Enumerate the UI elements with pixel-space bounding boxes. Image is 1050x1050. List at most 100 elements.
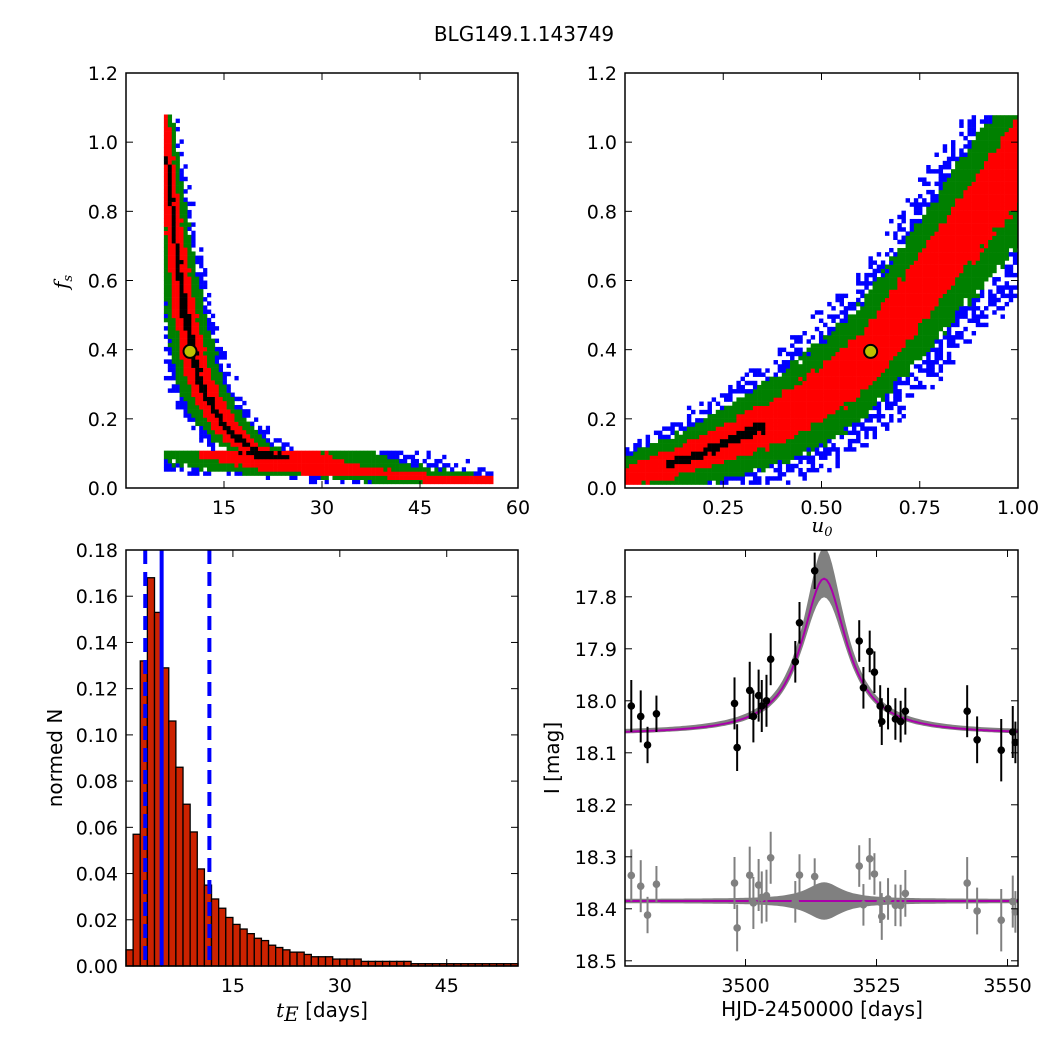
heatmap-cell [930,247,935,253]
heatmap-cell [827,301,832,307]
heatmap-cell [996,227,1001,232]
heatmap-cell [930,223,935,228]
heatmap-cell [806,451,811,456]
heatmap-cell [179,168,184,173]
heatmap-cell [167,363,173,368]
heatmap-cell [851,330,857,336]
heatmap-cell [860,384,865,390]
heatmap-cell [922,306,927,311]
heatmap-cell [790,368,795,373]
heatmap-cell [818,335,824,340]
heatmap-cell [930,198,935,203]
heatmap-cell [893,376,898,382]
heatmap-cell [691,476,696,481]
heatmap-cell [802,384,807,390]
heatmap-cell [975,189,981,195]
heatmap-cell [187,317,192,323]
heatmap-cell [884,285,890,290]
heatmap-cell [950,185,956,191]
heatmap-cell [955,235,960,240]
heatmap-cell [905,306,911,311]
heatmap-cell [1004,281,1010,286]
heatmap-cell [744,459,750,465]
heatmap-cell [744,438,750,444]
heatmap-cell [785,430,791,436]
heatmap-cell [823,372,828,377]
heatmap-cell [794,335,799,340]
heatmap-cell [230,438,235,443]
heatmap-cell [856,310,861,315]
heatmap-cell [790,343,795,348]
heatmap-cell [934,310,939,315]
heatmap-cell [802,376,807,382]
heatmap-cell [674,459,679,465]
heatmap-cell [942,185,948,191]
heatmap-cell [860,372,865,377]
heatmap-cell [199,425,204,431]
heatmap-cell [191,375,196,381]
residual-point [859,901,868,909]
heatmap-cell [810,455,816,460]
heatmap-cell [395,454,400,460]
heatmap-cell [645,455,651,460]
heatmap-cell [403,467,408,472]
heatmap-cell [847,306,853,311]
heatmap-cell [179,193,184,198]
heatmap-cell [781,430,787,436]
heatmap-cell [917,256,923,261]
heatmap-cell [810,447,816,452]
heatmap-cell [226,371,231,377]
heatmap-cell [748,459,754,465]
heatmap-cell [199,429,204,435]
heatmap-cell [226,421,231,427]
heatmap-cell [996,202,1001,207]
heatmap-cell [955,330,960,336]
heatmap-cell [183,218,188,223]
heatmap-cell [971,140,977,145]
heatmap-cell [748,480,754,485]
heatmap-cell [930,343,935,348]
heatmap-cell [856,397,861,402]
heatmap-cell [893,397,898,402]
heatmap-cell [230,421,235,427]
heatmap-cell [207,301,212,306]
heatmap-cell [1000,140,1005,145]
heatmap-cell [171,363,176,368]
heatmap-cell [257,471,263,476]
heatmap-cell [790,397,795,402]
heatmap-cell [744,467,750,473]
heatmap-cell [769,443,774,448]
heatmap-cell [802,409,807,415]
heatmap-cell [167,172,173,178]
heatmap-cell [1004,144,1010,149]
data-point [795,619,804,627]
heatmap-cell [959,247,964,253]
heatmap-cell [316,467,321,472]
heatmap-cell [703,480,708,485]
heatmap-cell [777,393,783,398]
heatmap-cell [163,180,169,186]
heatmap-cell [1012,177,1018,182]
heatmap-cell [814,438,820,444]
heatmap-cell [744,447,750,452]
heatmap-cell [889,281,894,286]
heatmap-cell [711,422,717,427]
heatmap-cell [207,384,212,389]
heatmap-cell [403,479,408,485]
heatmap-cell [289,458,294,464]
residual-point [810,872,819,881]
heatmap-cell [922,330,927,336]
heatmap-cell [872,335,878,340]
heatmap-cell [827,397,832,402]
heatmap-cell [876,376,882,382]
heatmap-cell [818,401,824,406]
heatmap-cell [744,380,750,386]
heatmap-cell [930,277,935,282]
heatmap-cell [823,389,828,394]
heatmap-cell [461,475,467,480]
heatmap-cell [678,451,684,456]
heatmap-cell [674,472,679,477]
heatmap-cell [703,476,708,481]
heatmap-cell [670,443,675,448]
heatmap-cell [843,447,849,452]
